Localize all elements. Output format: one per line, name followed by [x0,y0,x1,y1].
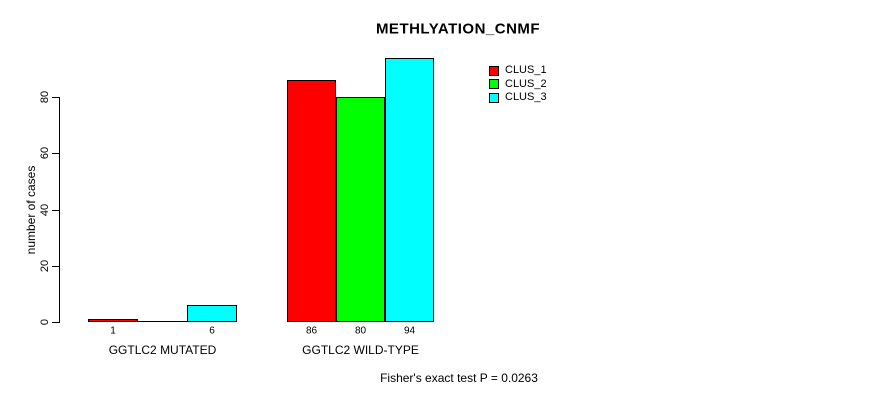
y-axis-tick-label-20: 20 [39,259,51,273]
legend-label-clus-2: CLUS_2 [505,77,547,90]
y-axis-tick-0 [52,322,59,323]
legend: CLUS_1 CLUS_2 CLUS_3 [489,64,547,105]
bar-value-label-clus-3-ggtlc2-wild-type: 94 [403,325,416,337]
bar-clus-1-ggtlc2-wild-type [287,80,336,322]
legend-row-clus-3: CLUS_3 [489,91,547,105]
chart-title: METHLYATION_CNMF [375,20,541,38]
category-label-ggtlc2-mutated: GGTLC2 MUTATED [108,343,217,357]
bar-value-label-clus-3-ggtlc2-mutated: 6 [209,325,215,337]
y-axis-tick-label-60: 60 [39,146,51,160]
bar-value-label-clus-2-ggtlc2-wild-type: 80 [354,325,367,337]
y-axis-tick-label-40: 40 [39,203,51,217]
bar-clus-3-ggtlc2-wild-type [385,58,434,322]
bar-clus-1-ggtlc2-mutated [88,319,138,322]
y-axis-tick-40 [52,210,59,211]
legend-swatch-clus-2 [489,79,499,90]
y-axis-tick-label-0: 0 [39,318,51,326]
legend-label-clus-3: CLUS_3 [505,91,547,104]
bar-clus-2-ggtlc2-wild-type [336,97,385,322]
y-axis-tick-label-80: 80 [39,90,51,104]
fisher-test-annotation: Fisher's exact test P = 0.0263 [380,371,538,385]
category-label-ggtlc2-wild-type: GGTLC2 WILD-TYPE [302,343,419,357]
legend-row-clus-1: CLUS_1 [489,64,547,78]
legend-swatch-clus-3 [489,92,499,103]
y-axis-tick-80 [52,97,59,98]
bar-clus-3-ggtlc2-mutated [187,305,237,322]
y-axis-tick-60 [52,153,59,154]
bar-value-label-clus-1-ggtlc2-mutated: 1 [110,325,116,337]
y-axis-line [59,97,60,323]
legend-row-clus-2: CLUS_2 [489,78,547,92]
bar-value-label-clus-1-ggtlc2-wild-type: 86 [305,325,318,337]
x-baseline-ggtlc2-mutated [88,321,237,322]
legend-swatch-clus-1 [489,65,499,76]
legend-label-clus-1: CLUS_1 [505,64,547,77]
y-axis-tick-20 [52,266,59,267]
